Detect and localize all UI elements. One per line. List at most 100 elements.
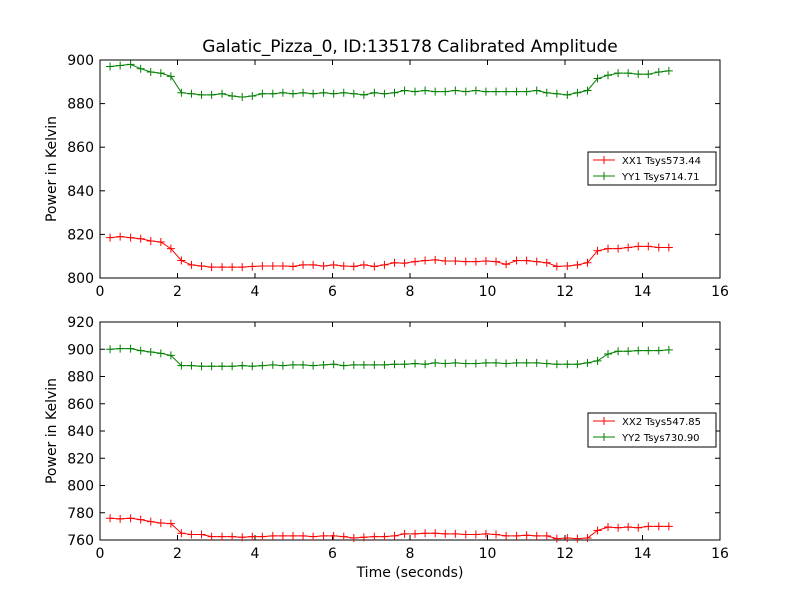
legend-label: YY2 Tsys730.90 [621, 433, 700, 444]
data-point-marker [136, 234, 145, 243]
data-point-marker [278, 531, 287, 540]
legend-box [587, 151, 717, 186]
data-point-marker [329, 531, 338, 540]
data-point-marker [583, 533, 592, 542]
data-point-marker [563, 360, 572, 369]
data-point-marker [238, 533, 247, 542]
data-point-marker [177, 529, 186, 538]
data-point-marker [339, 361, 348, 370]
data-point-marker [604, 350, 613, 359]
data-point-marker [380, 260, 389, 269]
x-tick-label: 12 [556, 284, 574, 300]
x-tick-label: 8 [406, 284, 415, 300]
y-tick-label: 800 [67, 271, 94, 287]
data-point-marker [400, 360, 409, 369]
x-tick-label: 4 [251, 284, 260, 300]
data-point-marker [614, 347, 623, 356]
data-point-marker [166, 351, 175, 360]
x-tick-label: 6 [328, 546, 337, 562]
data-point-marker [624, 347, 633, 356]
y-tick-label: 800 [67, 479, 94, 495]
data-point-marker [339, 262, 348, 271]
data-point-marker [654, 522, 663, 531]
data-point-marker [309, 361, 318, 370]
x-tick-label: 16 [711, 284, 729, 300]
data-point-marker [197, 90, 206, 99]
data-point-marker [339, 532, 348, 541]
data-point-marker [126, 344, 135, 353]
data-point-marker [451, 86, 460, 95]
data-point-marker [522, 87, 531, 96]
data-point-marker [542, 258, 551, 267]
data-point-marker [288, 262, 297, 271]
x-tick-label: 10 [479, 546, 497, 562]
data-point-marker [187, 361, 196, 370]
x-axis-label: Time (seconds) [356, 565, 464, 581]
y-axis-label: Power in Kelvin [44, 116, 60, 222]
data-point-marker [116, 61, 125, 70]
subplot-2: 0 2 4 6 8 10 12 14 16 760 780 800 820 840 860 880 900 920… [44, 315, 729, 581]
data-point-marker [177, 88, 186, 97]
data-point-marker [461, 530, 470, 539]
data-point-marker [522, 256, 531, 265]
data-point-marker [542, 88, 551, 97]
data-point-marker [654, 67, 663, 76]
legend: XX1 Tsys573.44 YY1 Tsys714.71 [587, 151, 717, 186]
data-point-marker [583, 358, 592, 367]
data-point-marker [461, 87, 470, 96]
data-point-marker [258, 532, 267, 541]
data-point-marker [431, 87, 440, 96]
data-point-marker [106, 233, 115, 242]
data-point-marker [390, 360, 399, 369]
series-2 [106, 60, 673, 102]
series-1 [106, 514, 673, 543]
data-point-marker [411, 529, 420, 538]
data-point-marker [166, 519, 175, 528]
series-1 [106, 232, 673, 272]
data-point-marker [146, 347, 155, 356]
data-point-marker [359, 90, 368, 99]
data-point-marker [106, 345, 115, 354]
data-point-marker [339, 88, 348, 97]
data-point-marker [441, 529, 450, 538]
data-point-marker [390, 531, 399, 540]
data-point-marker [349, 262, 358, 271]
x-tick-label: 12 [556, 546, 574, 562]
y-tick-label: 900 [67, 342, 94, 358]
data-point-marker [431, 358, 440, 367]
data-point-marker [228, 532, 237, 541]
y-axis-label: Power in Kelvin [44, 378, 60, 484]
data-point-marker [288, 531, 297, 540]
data-point-marker [552, 534, 561, 543]
data-point-marker [441, 87, 450, 96]
y-tick-label: 860 [67, 140, 94, 156]
data-point-marker [604, 71, 613, 80]
legend-marker [600, 156, 608, 164]
y-tick-label: 860 [67, 397, 94, 413]
data-point-marker [319, 262, 328, 271]
data-point-marker [451, 529, 460, 538]
data-point-marker [441, 256, 450, 265]
x-tick-label: 8 [406, 546, 415, 562]
data-point-marker [349, 89, 358, 98]
data-point-marker [421, 360, 430, 369]
y-tick-label: 780 [67, 506, 94, 522]
x-tick-label: 16 [711, 546, 729, 562]
data-point-marker [532, 531, 541, 540]
data-point-marker [238, 93, 247, 102]
data-point-marker [552, 360, 561, 369]
data-point-marker [288, 89, 297, 98]
data-point-marker [390, 88, 399, 97]
data-point-marker [207, 90, 216, 99]
data-point-marker [421, 86, 430, 95]
data-point-marker [299, 531, 308, 540]
data-point-marker [411, 87, 420, 96]
data-point-marker [380, 89, 389, 98]
data-point-marker [542, 531, 551, 540]
data-point-marker [329, 89, 338, 98]
data-point-marker [228, 91, 237, 100]
data-point-marker [644, 346, 653, 355]
data-point-marker [502, 531, 511, 540]
data-point-marker [238, 361, 247, 370]
data-point-marker [604, 244, 613, 253]
